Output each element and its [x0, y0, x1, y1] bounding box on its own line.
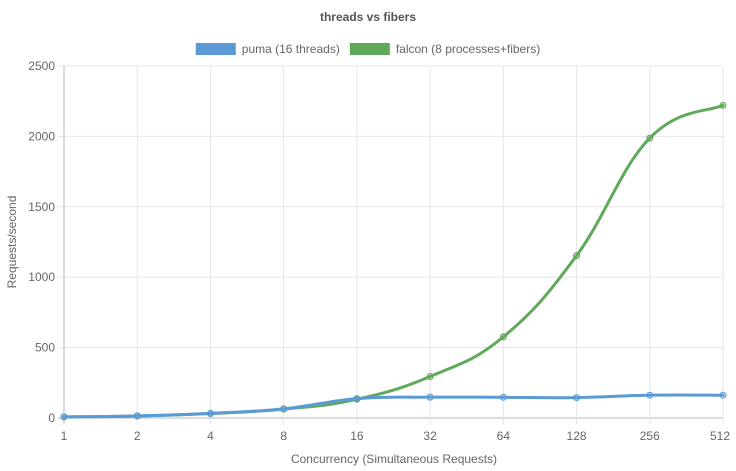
data-point[interactable] — [133, 412, 141, 420]
x-tick-label: 64 — [497, 429, 511, 443]
y-tick-label: 2500 — [28, 59, 55, 73]
x-axis: 1 2 4 8 16 32 64 128 256 512 — [61, 429, 731, 443]
data-point[interactable] — [353, 395, 361, 403]
x-axis-label: Concurrency (Simultaneous Requests) — [291, 452, 497, 466]
data-point[interactable] — [499, 333, 507, 341]
chart-title: threads vs fibers — [320, 10, 416, 24]
data-point[interactable] — [426, 372, 434, 380]
series-line-1 — [62, 103, 725, 419]
legend[interactable]: puma (16 threads) falcon (8 processes+fib… — [195, 42, 540, 56]
legend-swatch — [195, 43, 236, 55]
x-tick-label: 8 — [280, 429, 287, 443]
series-line-0 — [62, 393, 725, 419]
y-tick-label: 2000 — [28, 129, 55, 143]
legend-swatch — [349, 43, 390, 55]
x-tick-label: 512 — [710, 429, 730, 443]
data-point[interactable] — [646, 134, 654, 142]
data-point[interactable] — [573, 394, 581, 402]
x-tick-label: 16 — [350, 429, 364, 443]
legend-item[interactable]: falcon (8 processes+fibers) — [349, 42, 540, 56]
series-group — [60, 101, 727, 421]
x-tick-label: 256 — [640, 429, 660, 443]
y-axis: 0 500 1000 1500 2000 2500 — [28, 59, 55, 425]
y-axis-label: Requests/second — [5, 196, 19, 289]
y-tick-label: 1500 — [28, 200, 55, 214]
data-point[interactable] — [426, 393, 434, 401]
y-tick-label: 0 — [48, 411, 55, 425]
data-point[interactable] — [206, 409, 214, 417]
x-tick-label: 32 — [423, 429, 437, 443]
y-tick-label: 1000 — [28, 270, 55, 284]
data-point[interactable] — [499, 393, 507, 401]
legend-item[interactable]: puma (16 threads) — [195, 42, 340, 56]
x-tick-label: 128 — [567, 429, 587, 443]
data-point[interactable] — [280, 405, 288, 413]
data-point[interactable] — [60, 413, 68, 421]
legend-label: falcon (8 processes+fibers) — [396, 42, 540, 56]
data-point[interactable] — [573, 252, 581, 260]
x-tick-label: 4 — [207, 429, 214, 443]
data-point[interactable] — [646, 391, 654, 399]
x-tick-label: 2 — [134, 429, 141, 443]
x-tick-label: 1 — [61, 429, 68, 443]
legend-label: puma (16 threads) — [242, 42, 340, 56]
data-point[interactable] — [719, 391, 727, 399]
y-tick-label: 500 — [35, 341, 55, 355]
grid — [58, 65, 724, 424]
data-point[interactable] — [719, 101, 727, 109]
